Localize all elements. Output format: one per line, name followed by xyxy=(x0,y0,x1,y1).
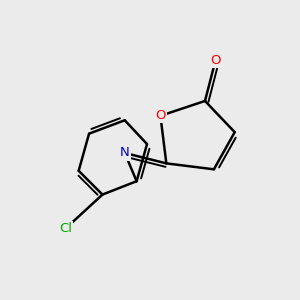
Text: N: N xyxy=(120,146,130,160)
Text: O: O xyxy=(210,54,220,67)
Text: Cl: Cl xyxy=(59,222,72,235)
Text: O: O xyxy=(155,109,166,122)
